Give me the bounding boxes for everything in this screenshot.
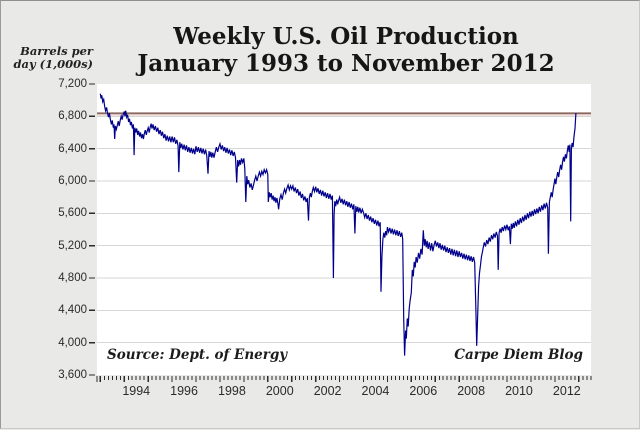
x-tick-label: 2008 <box>457 384 486 398</box>
y-tick-label: 5,200 <box>58 239 87 252</box>
y-axis-unit-label-line1: Barrels per <box>20 44 93 58</box>
plot-area <box>97 84 591 375</box>
y-tick-label: 5,600 <box>58 207 87 220</box>
x-tick-label: 2000 <box>265 384 294 398</box>
x-tick-label: 2002 <box>313 384 342 398</box>
x-tick-label: 1996 <box>170 384 198 398</box>
source-note: Source: Dept. of Energy <box>107 347 288 363</box>
y-tick-label: 4,400 <box>58 304 87 317</box>
chart-title-line1: Weekly U.S. Oil Production <box>173 23 519 50</box>
production-series-line <box>99 93 577 356</box>
x-tick-label: 2006 <box>409 384 438 398</box>
y-tick-label: 3,600 <box>58 369 87 381</box>
y-axis-unit-label-line2: day (1,000s) <box>13 57 93 71</box>
x-tick-label: 2004 <box>361 384 390 398</box>
y-tick-label: 6,000 <box>58 175 87 187</box>
y-tick-label: 4,800 <box>58 272 87 284</box>
chart-title-line2: January 1993 to November 2012 <box>137 50 555 77</box>
y-tick-label: 6,400 <box>58 142 87 155</box>
y-axis-unit-label: Barrels per day (1,000s) <box>9 45 93 71</box>
y-tick-label: 4,000 <box>58 336 87 349</box>
x-tick-label: 1994 <box>122 384 151 398</box>
chart-title: Weekly U.S. Oil Production January 1993 … <box>61 23 631 77</box>
blog-credit-note: Carpe Diem Blog <box>454 347 583 363</box>
x-tick-label: 1998 <box>218 384 246 398</box>
y-tick-label: 7,200 <box>58 78 87 90</box>
x-tick-label: 2010 <box>505 384 533 398</box>
x-tick-label: 2012 <box>552 384 581 398</box>
y-tick-label: 6,800 <box>58 110 87 123</box>
